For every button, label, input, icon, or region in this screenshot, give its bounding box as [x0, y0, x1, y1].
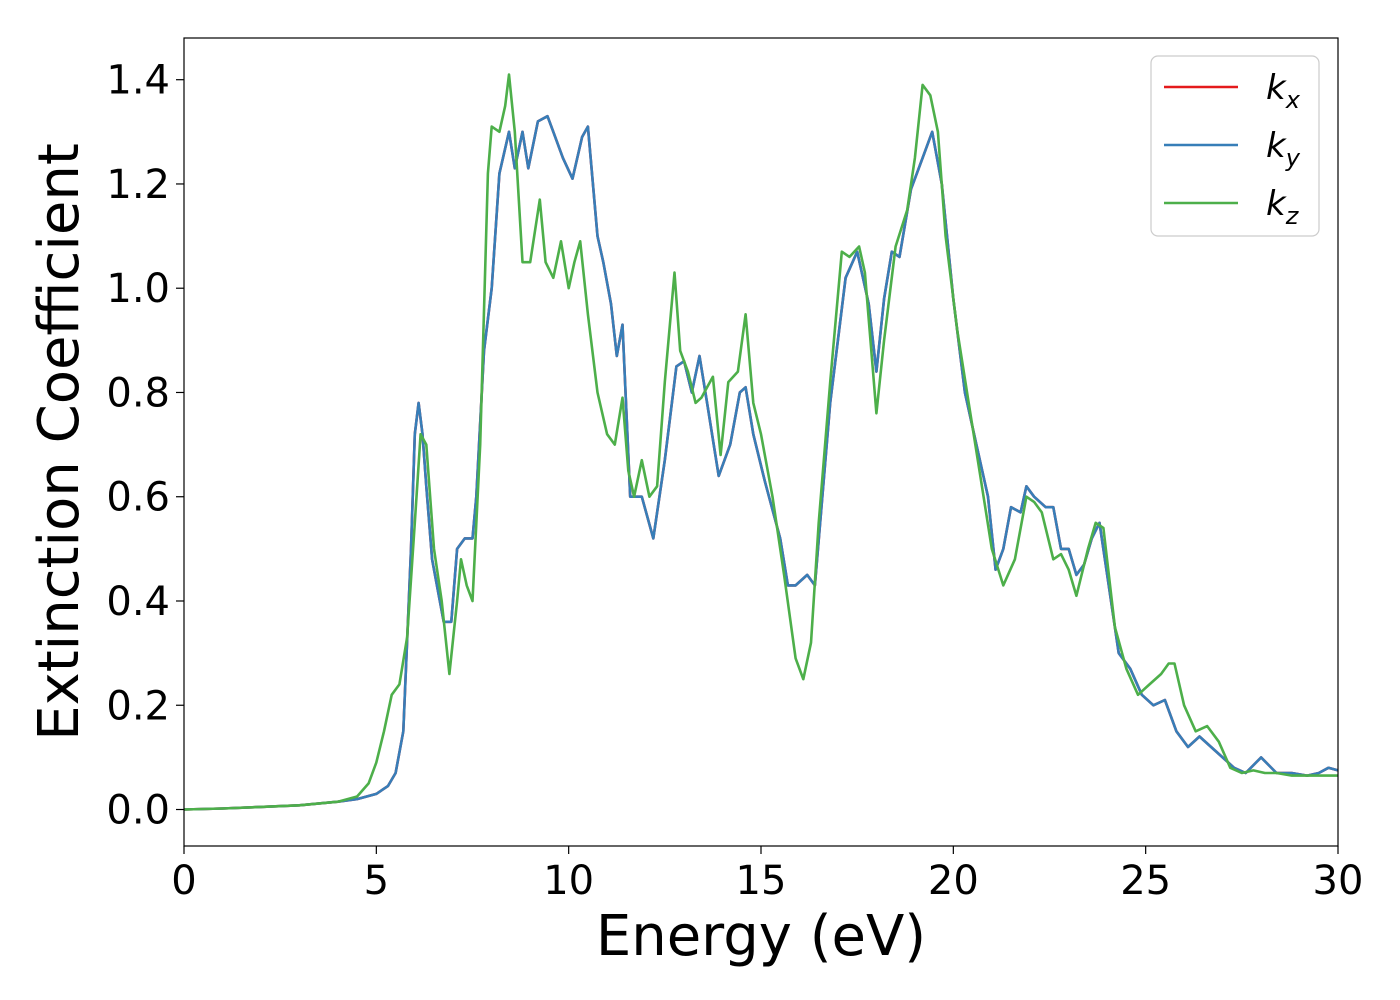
legend-label-subscript: y — [1285, 144, 1301, 172]
legend-label-y: ky — [1266, 126, 1301, 172]
legend-label-main: k — [1266, 68, 1287, 108]
series-line-z — [183, 73, 1338, 811]
y-axis: 0.0 0.2 0.4 0.6 0.8 1.0 1.2 1.4 — [106, 58, 184, 834]
y-tick-label: 1.0 — [106, 266, 170, 312]
legend-label-main: k — [1266, 126, 1287, 166]
x-tick-label: 25 — [1120, 858, 1171, 904]
x-tick-label: 10 — [543, 858, 594, 904]
legend-label-subscript: x — [1285, 86, 1301, 114]
series-layer — [183, 73, 1339, 811]
y-tick-label: 1.4 — [106, 58, 170, 104]
y-tick-label: 0.2 — [106, 683, 170, 729]
y-tick-label: 0.8 — [106, 370, 170, 416]
x-tick-label: 5 — [364, 858, 389, 904]
x-tick-label: 20 — [928, 858, 979, 904]
legend-label-subscript: z — [1285, 202, 1300, 230]
y-axis-label: Extinction Coefficient — [27, 143, 92, 741]
y-tick-label: 1.2 — [106, 162, 170, 208]
legend-label-main: k — [1266, 184, 1287, 224]
y-tick-label: 0.4 — [106, 579, 170, 625]
legend-label-z: kz — [1266, 184, 1300, 230]
x-axis-label: Energy (eV) — [596, 904, 926, 969]
x-tick-label: 30 — [1313, 858, 1364, 904]
x-tick-label: 15 — [736, 858, 787, 904]
x-tick-label: 0 — [171, 858, 196, 904]
legend-label-x: kx — [1266, 68, 1301, 114]
x-axis: 0 5 10 15 20 25 30 — [171, 846, 1363, 904]
y-tick-label: 0.0 — [106, 788, 170, 834]
y-tick-label: 0.6 — [106, 475, 170, 521]
